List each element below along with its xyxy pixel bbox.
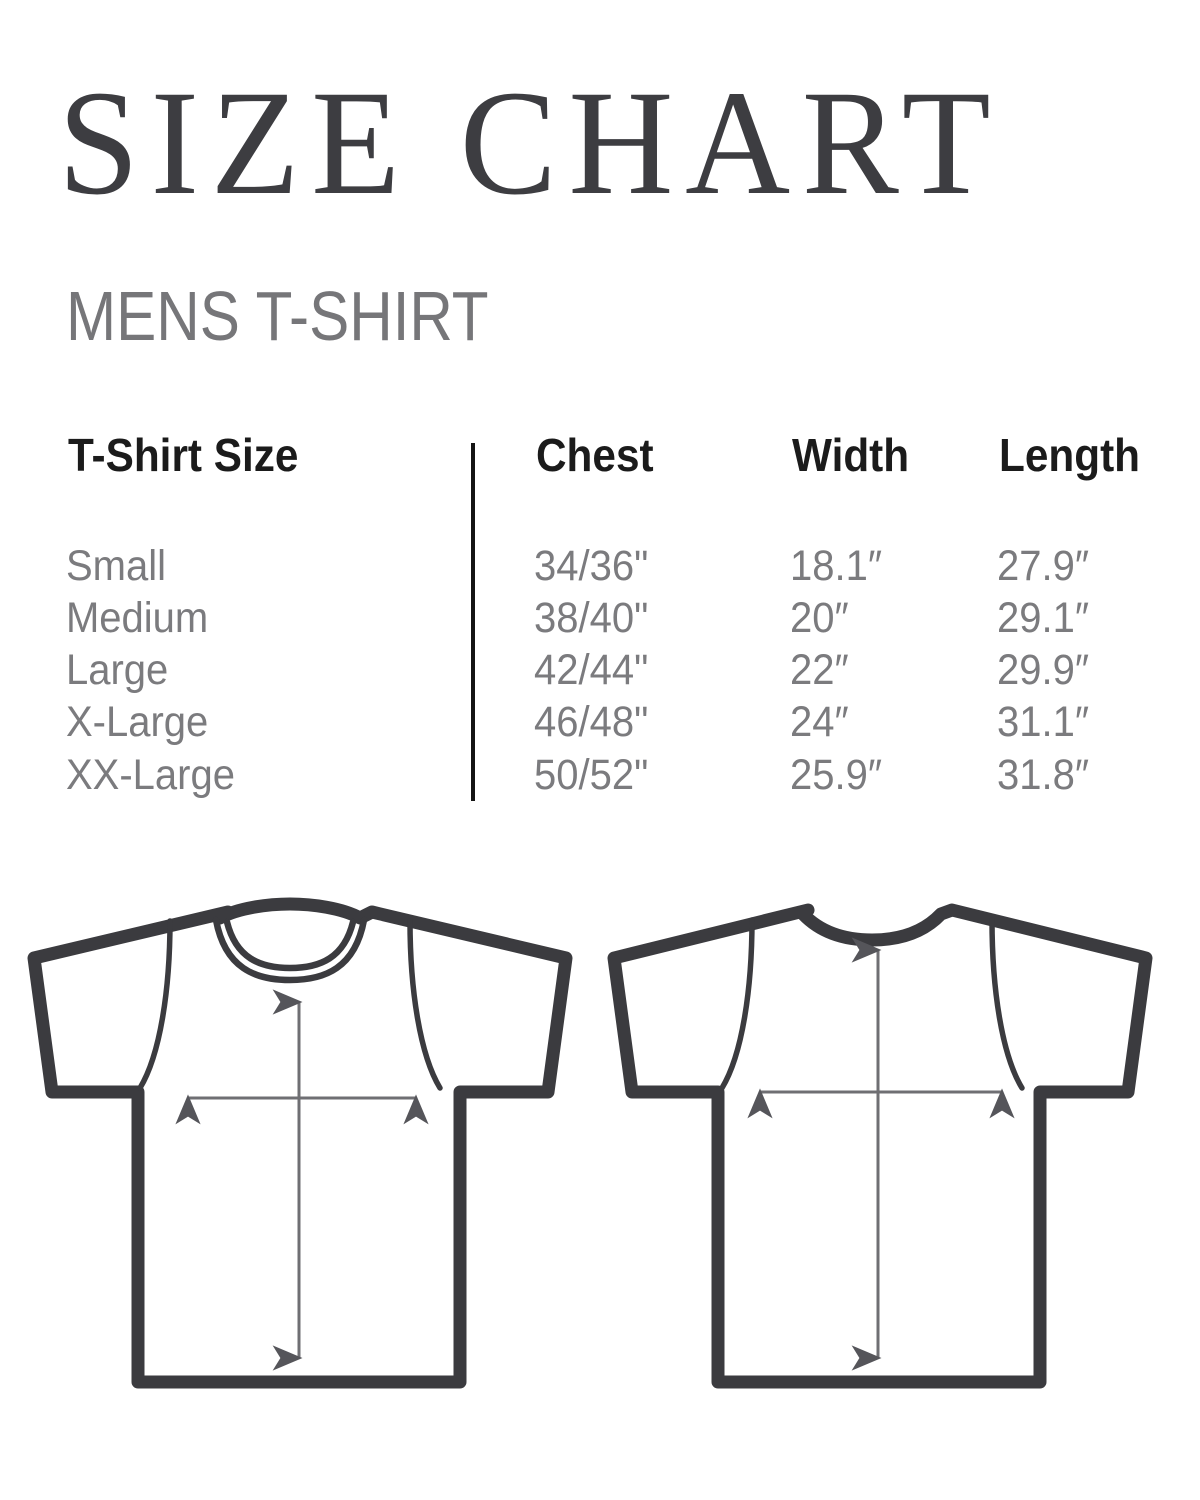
tshirt-back-diagram [600,880,1160,1445]
table-cell-chest: 34/36" [534,542,649,590]
column-header-width: Width [792,429,910,481]
table-cell-width: 22″ [790,646,849,694]
page-title: SIZE CHART [58,60,1003,226]
table-cell-length: 29.9″ [997,646,1089,694]
table-cell-chest: 38/40" [534,594,649,642]
shirt-diagrams [0,880,1200,1440]
table-cell-width: 18.1″ [790,542,882,590]
table-cell-size: XX-Large [66,751,235,799]
page-subtitle: MENS T-SHIRT [66,277,489,355]
table-cell-size: Medium [66,594,209,642]
table-cell-chest: 42/44" [534,646,649,694]
collar-band-inner [223,918,357,972]
tshirt-front-diagram [20,880,580,1445]
column-divider [471,443,475,801]
table-cell-chest: 46/48" [534,698,649,746]
column-header-chest: Chest [536,429,654,481]
table-cell-width: 25.9″ [790,751,882,799]
table-cell-width: 24″ [790,698,849,746]
table-cell-length: 29.1″ [997,594,1089,642]
table-cell-chest: 50/52" [534,751,649,799]
armhole-seam-left [719,917,755,1091]
column-header-length: Length [999,429,1141,481]
collar-band-outer [212,916,368,984]
table-cell-length: 31.1″ [997,698,1089,746]
column-header-size: T-Shirt Size [68,429,299,481]
table-cell-length: 27.9″ [997,542,1089,590]
armhole-seam-right [989,917,1025,1091]
table-cell-width: 20″ [790,594,849,642]
size-chart-table: T-Shirt Size Chest Width Length Small 34… [66,429,1141,801]
table-cell-size: Large [66,646,169,694]
armhole-seam-right [407,918,443,1091]
table-cell-size: Small [66,542,167,590]
table-cell-length: 31.8″ [997,751,1089,799]
tshirt-back-outline [607,903,1153,1389]
armhole-seam-left [137,918,173,1091]
table-cell-size: X-Large [66,698,209,746]
